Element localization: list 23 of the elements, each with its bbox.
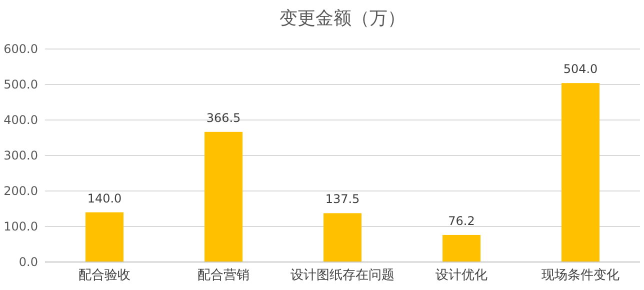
x-tick-label: 现场条件变化 — [542, 268, 620, 283]
x-tick-label: 配合营销 — [198, 268, 250, 283]
bar — [204, 132, 242, 262]
y-tick-label: 200.0 — [4, 184, 38, 198]
y-tick-label: 300.0 — [4, 148, 38, 162]
bar — [324, 213, 362, 262]
y-tick-label: 600.0 — [4, 42, 38, 56]
y-tick-label: 0.0 — [18, 255, 38, 269]
data-label: 366.5 — [206, 110, 241, 125]
bar — [562, 83, 600, 262]
data-label: 504.0 — [563, 62, 598, 76]
bar — [86, 212, 124, 262]
x-tick-label: 设计优化 — [436, 268, 488, 283]
x-tick-label: 设计图纸存在问题 — [290, 268, 394, 283]
title: 变更金额（万） — [280, 8, 406, 29]
data-label: 140.0 — [87, 191, 122, 206]
x-tick-label: 配合验收 — [78, 268, 130, 283]
data-label: 76.2 — [448, 214, 475, 228]
y-tick-label: 100.0 — [4, 220, 38, 234]
y-tick-label: 400.0 — [4, 113, 38, 127]
y-tick-label: 500.0 — [4, 78, 38, 92]
data-label: 137.5 — [325, 192, 360, 206]
bar — [442, 234, 480, 262]
